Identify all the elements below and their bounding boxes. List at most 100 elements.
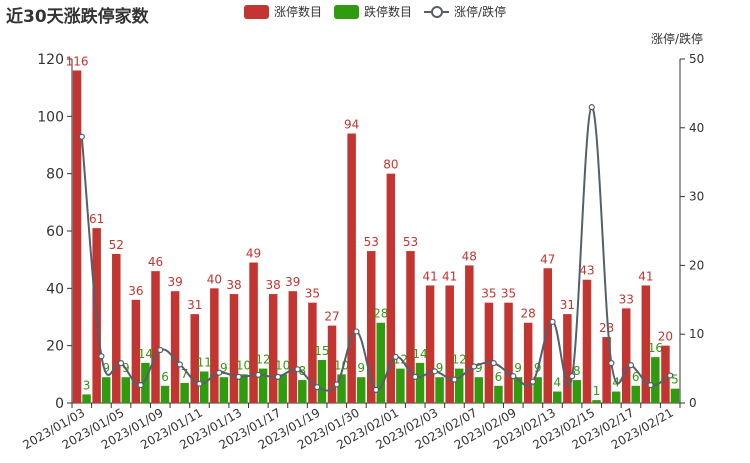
bar-up-label: 38: [266, 278, 281, 292]
bar-down: [651, 357, 660, 403]
legend-item-down[interactable]: 跌停数目: [334, 3, 412, 20]
bar-up: [445, 285, 454, 403]
ratio-point: [647, 382, 654, 389]
bar-up: [523, 322, 533, 403]
bar-up: [151, 271, 160, 403]
bar-down-label: 1: [593, 384, 601, 398]
bar-down-label: 3: [83, 378, 91, 392]
bar-down: [298, 380, 307, 403]
bar-down-label: 9: [102, 361, 110, 375]
bar-up: [661, 345, 670, 403]
legend-item-up[interactable]: 涨停数目: [244, 3, 322, 20]
bar-down-label: 8: [573, 364, 581, 378]
bar-up: [484, 302, 494, 403]
bar-down-label: 7: [181, 367, 189, 381]
bar-down: [572, 380, 582, 403]
bar-up-label: 43: [579, 264, 594, 278]
bar-down: [435, 377, 444, 403]
bar-down: [553, 391, 562, 403]
bar-down-label: 12: [255, 353, 270, 367]
bar-down-label: 28: [373, 307, 388, 321]
y-left-tick-label: 0: [55, 396, 64, 412]
ratio-point: [215, 369, 223, 376]
bar-down-label: 9: [436, 361, 444, 375]
bar-down-label: 11: [197, 355, 212, 369]
ratio-point: [255, 371, 262, 378]
legend-swatch-up: [244, 4, 269, 19]
bar-down-label: 9: [357, 361, 365, 375]
bar-up: [190, 314, 199, 403]
legend-label-up: 涨停数目: [274, 5, 323, 19]
y-left-tick-label: 80: [46, 167, 64, 183]
ratio-point: [569, 373, 576, 380]
bar-down: [180, 382, 189, 403]
bar-down-label: 10: [275, 358, 290, 372]
ratio-point: [98, 353, 105, 360]
legend[interactable]: 涨停数目 跌停数目 涨停/跌停: [244, 3, 506, 20]
bar-up-label: 35: [305, 287, 320, 301]
bar-up: [249, 262, 258, 403]
y-left-tick-label: 100: [37, 109, 64, 125]
ratio-point: [196, 380, 203, 387]
bar-up-label: 41: [638, 269, 653, 283]
bar-up-label: 38: [226, 278, 241, 292]
bar-down-label: 9: [514, 361, 522, 375]
bar-down: [82, 394, 91, 403]
ratio-point: [451, 376, 458, 383]
ratio-point: [627, 362, 635, 369]
bar-down-label: 10: [236, 358, 251, 372]
bar-up: [641, 285, 651, 403]
bar-up-label: 35: [501, 287, 516, 301]
bar-up-label: 23: [599, 321, 614, 335]
bar-down: [376, 322, 385, 403]
bar-up-label: 39: [167, 275, 182, 289]
bar-up-label: 27: [324, 310, 339, 324]
bar-down: [121, 377, 131, 403]
y-right-tick-label: 50: [689, 52, 704, 66]
y-right-tick-label: 20: [689, 258, 704, 272]
ratio-point: [431, 368, 438, 375]
ratio-point: [608, 359, 615, 367]
ratio-point: [412, 373, 419, 380]
bar-up: [406, 251, 415, 403]
ratio-point: [588, 104, 595, 111]
legend-item-ratio[interactable]: 涨停/跌停: [424, 3, 506, 20]
ratio-point: [372, 386, 380, 394]
bar-up: [465, 265, 474, 403]
bar-down: [258, 368, 268, 403]
bar-up: [170, 291, 180, 403]
bar-down: [513, 377, 523, 403]
bar-up: [386, 173, 396, 403]
bar-down: [670, 388, 680, 403]
bar-down: [337, 374, 346, 403]
bar-up-label: 49: [246, 247, 261, 261]
legend-label-ratio: 涨停/跌停: [454, 5, 507, 19]
bar-up: [367, 251, 376, 403]
bar-up: [210, 288, 219, 403]
bar-down: [474, 377, 484, 403]
bar-down: [356, 377, 366, 403]
bar-up-label: 80: [383, 158, 398, 172]
bar-down: [199, 371, 209, 403]
y-right-tick-label: 0: [689, 396, 697, 410]
bar-up: [72, 70, 82, 403]
bar-down-label: 9: [475, 361, 483, 375]
y-left-tick-label: 60: [46, 224, 64, 240]
bar-down-label: 6: [632, 370, 640, 384]
ratio-point: [157, 346, 164, 354]
bar-down-label: 4: [553, 376, 561, 390]
bar-down: [396, 368, 405, 403]
ratio-point: [667, 372, 674, 379]
ratio-point: [333, 381, 340, 388]
bar-up: [563, 314, 572, 403]
bar-down: [631, 385, 640, 403]
right-axis-name: 涨停/跌停: [650, 32, 703, 46]
bar-up-label: 20: [658, 330, 673, 344]
bar-down: [239, 374, 248, 403]
bar-up: [582, 279, 592, 403]
y-right-tick-label: 30: [689, 190, 704, 204]
bar-up-label: 40: [207, 272, 222, 286]
ratio-point: [392, 353, 399, 361]
bar-down: [160, 385, 170, 403]
